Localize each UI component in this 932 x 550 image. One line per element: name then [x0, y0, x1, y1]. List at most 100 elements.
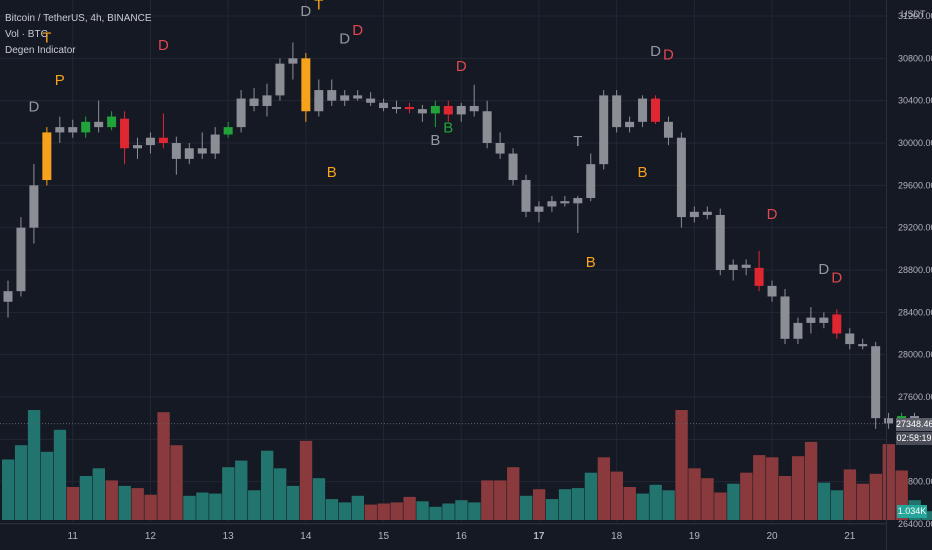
volume-bar	[856, 483, 870, 520]
candle-body	[482, 111, 492, 143]
price-tick-label: 27600.00	[898, 392, 932, 402]
volume-bar	[170, 445, 183, 520]
time-axis-label: 19	[689, 531, 701, 542]
signal-label: D	[456, 58, 467, 75]
price-tick-label: 29200.00	[898, 223, 932, 233]
candle-body	[560, 201, 570, 204]
volume-bar	[545, 499, 559, 520]
volume-bar	[442, 503, 455, 520]
volume-bar	[338, 502, 352, 520]
candle-body	[171, 143, 181, 159]
price-tick-label: 30800.00	[898, 53, 932, 63]
volume-indicator-label[interactable]: Vol · BTC	[5, 29, 48, 40]
candle-body	[327, 90, 337, 101]
candle-body	[314, 90, 324, 112]
candle-body	[81, 121, 91, 133]
volume-bar	[571, 488, 585, 520]
candle-body	[210, 134, 220, 154]
volume-bar	[92, 468, 105, 520]
volume-bar	[364, 504, 377, 520]
candle-body	[379, 102, 389, 109]
signal-label: B	[638, 164, 648, 181]
candle-body	[392, 107, 401, 110]
candle-body	[702, 211, 712, 215]
price-tick-label: 29600.00	[898, 180, 932, 190]
time-axis-label: 12	[145, 531, 157, 542]
volume-bar	[429, 506, 442, 520]
candle-body	[495, 143, 505, 154]
candle-body	[845, 333, 855, 345]
volume-bar	[869, 473, 882, 520]
price-tick-label: 28400.00	[898, 307, 932, 317]
candle-body	[469, 105, 479, 112]
volume-bar	[455, 500, 468, 520]
volume-bar	[740, 472, 753, 520]
volume-bar	[312, 478, 326, 520]
candle-body	[340, 95, 350, 101]
volume-bar	[804, 441, 818, 520]
signal-label: P	[55, 72, 65, 89]
volume-bar	[688, 468, 701, 520]
time-axis-label: 11	[68, 531, 79, 542]
price-tick-label: 30400.00	[898, 96, 932, 106]
volume-bar	[66, 487, 80, 520]
candle-body	[16, 227, 26, 292]
candle-body	[547, 201, 557, 207]
volume-bar	[377, 503, 390, 520]
signal-label: B	[430, 132, 440, 149]
candle-body	[55, 127, 65, 133]
candle-body	[301, 58, 311, 112]
volume-bar	[131, 488, 144, 520]
time-axis-label: 17	[533, 531, 545, 542]
volume-bar	[507, 467, 520, 520]
signal-label: D	[158, 37, 169, 54]
volume-bar	[14, 445, 28, 520]
volume-bar	[235, 460, 248, 520]
last-price-tag: 27348.46	[896, 417, 932, 431]
volume-bar	[403, 496, 416, 520]
volume-bar	[701, 478, 714, 520]
candle-body	[793, 322, 803, 339]
bar-countdown-tag: 02:58:19	[896, 431, 932, 445]
signal-label: B	[443, 119, 453, 136]
candle-body	[236, 98, 246, 128]
candle-body	[120, 118, 130, 149]
currency-label[interactable]: USDT	[901, 9, 926, 19]
degen-indicator-label[interactable]: Degen Indicator	[5, 45, 76, 56]
volume-bar	[79, 476, 93, 520]
volume-bar	[299, 440, 313, 520]
time-axis-label: 16	[456, 531, 468, 542]
candle-body	[663, 121, 673, 138]
candle-body	[223, 127, 233, 135]
candle-body	[145, 137, 155, 146]
volume-bar	[248, 490, 261, 520]
candle-body	[275, 63, 285, 96]
candle-body	[184, 148, 194, 159]
time-axis-label: 20	[766, 531, 778, 542]
signal-label: D	[767, 206, 778, 223]
candle-body	[3, 291, 13, 302]
volume-bar	[416, 501, 429, 520]
candle-body	[612, 95, 622, 128]
candle-body	[689, 211, 699, 218]
volume-bar	[494, 480, 507, 520]
volume-bar	[222, 467, 235, 520]
price-tick-label: 26400.00	[898, 519, 932, 529]
volume-bar	[558, 489, 572, 520]
candle-body	[625, 121, 635, 128]
time-axis-label: 15	[378, 531, 390, 542]
signal-label: T	[573, 133, 582, 150]
candle-body	[534, 206, 544, 212]
volume-bar	[727, 483, 740, 520]
price-tick-label: 28000.00	[898, 350, 932, 360]
candle-body	[94, 121, 104, 128]
candle-body	[417, 109, 427, 114]
candle-body	[68, 127, 78, 133]
time-axis-label: 21	[844, 531, 856, 542]
signal-label: D	[663, 46, 674, 63]
signal-label: B	[586, 254, 596, 271]
symbol-title[interactable]: Bitcoin / TetherUS, 4h, BINANCE	[5, 13, 152, 24]
volume-bar	[157, 412, 170, 520]
candle-body	[741, 264, 751, 268]
